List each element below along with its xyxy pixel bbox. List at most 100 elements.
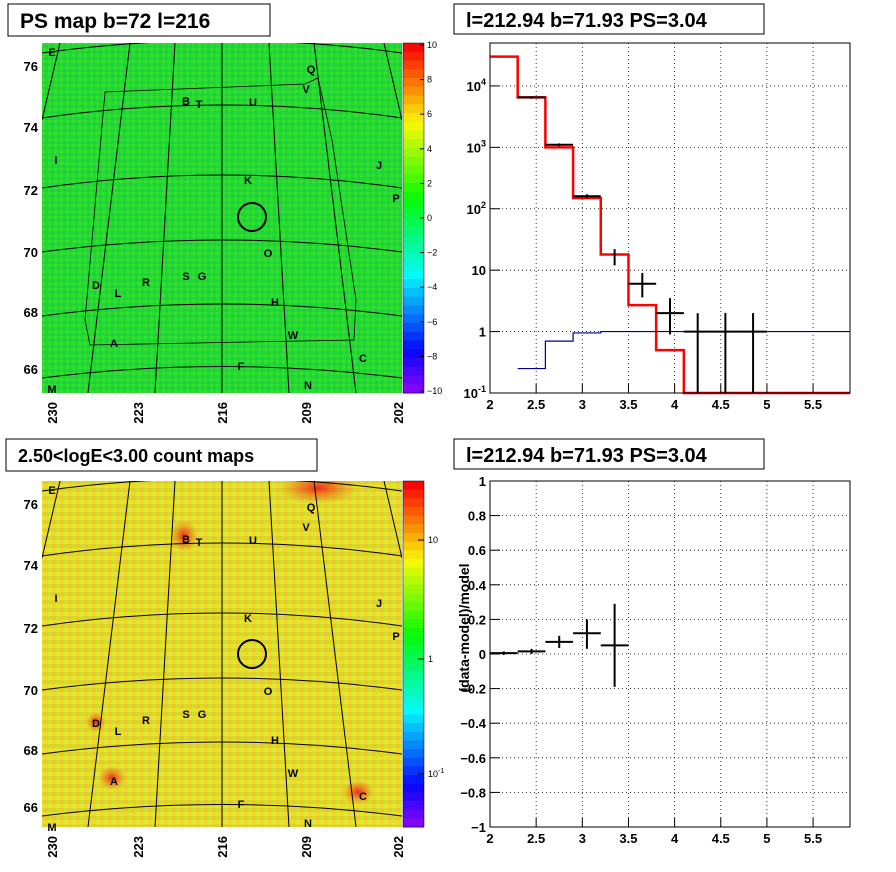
palette-cell	[403, 515, 424, 525]
palette-cell	[403, 766, 424, 776]
palette-tick: 10	[428, 535, 438, 545]
residual-x-tick: 3.5	[619, 831, 637, 846]
spectrum-data-point	[656, 298, 684, 335]
palette-cell	[403, 305, 424, 315]
palette-cell	[403, 671, 424, 681]
residual-x-tick: 3	[579, 831, 586, 846]
palette-cell	[403, 174, 424, 184]
palette-cell	[403, 261, 424, 271]
map-x-tick: 223	[131, 402, 146, 424]
ps-map-panel: E Q B T U V I J K P O D L R S G H W A C F N M 230 223 216 209 202 7…	[7, 3, 442, 424]
count-map-title-box	[5, 438, 318, 472]
source-label-f: F	[238, 799, 245, 811]
palette-cell	[403, 130, 424, 140]
source-label-j: J	[376, 160, 382, 172]
source-label-h: H	[271, 735, 279, 747]
palette-cell	[403, 113, 424, 123]
palette-tick: 2	[427, 178, 432, 188]
palette-tick: −6	[427, 317, 437, 327]
map-y-tick: 72	[24, 621, 38, 636]
source-label-s: S	[182, 271, 189, 283]
map-y-tick: 72	[24, 183, 38, 198]
source-label-m: M	[47, 822, 56, 834]
palette-cell	[403, 567, 424, 577]
residual-x-tick: 5	[763, 831, 770, 846]
residual-y-tick: −0.6	[460, 751, 486, 766]
spectrum-title-box	[453, 3, 765, 35]
residual-x-tick: 4.5	[712, 831, 730, 846]
palette-cell	[403, 792, 424, 802]
palette-cell	[403, 731, 424, 741]
spectrum-data-point	[683, 313, 712, 393]
source-label-f: F	[238, 361, 245, 373]
palette-cell	[403, 628, 424, 638]
palette-cell	[403, 279, 424, 289]
palette-cell	[403, 331, 424, 341]
spectrum-data-point	[545, 143, 574, 147]
palette-cell	[403, 714, 424, 724]
palette-cell	[403, 740, 424, 750]
palette-cell	[403, 296, 424, 306]
palette-cell	[403, 86, 424, 96]
palette-cell	[403, 340, 424, 350]
palette-tick: −2	[427, 248, 437, 258]
palette-tick: 10-1	[428, 768, 444, 779]
palette-tick: −4	[427, 282, 437, 292]
source-label-s: S	[182, 709, 189, 721]
source-label-c: C	[359, 791, 367, 803]
spectrum-series-line	[517, 330, 850, 370]
palette-cell	[403, 323, 424, 333]
palette-cell	[403, 191, 424, 201]
source-label-g: G	[198, 271, 207, 283]
spectrum-panel: 2 2.5 3 3.5 4 4.5 5 5.5 10-1 1 10 102 103 104 l=212.9…	[453, 3, 851, 412]
count-map-grid	[42, 481, 402, 827]
source-label-a: A	[110, 776, 118, 788]
source-label-m: M	[47, 384, 56, 396]
count-map-title: 2.50<logE<3.00 count maps	[18, 446, 254, 466]
map-x-tick: 202	[391, 402, 406, 424]
palette-cell	[403, 288, 424, 298]
map-y-tick: 74	[24, 558, 39, 573]
palette-tick: 8	[427, 75, 432, 85]
source-label-j: J	[376, 598, 382, 610]
palette-cell	[403, 375, 424, 385]
palette-cell	[403, 697, 424, 707]
palette-cell	[403, 809, 424, 819]
palette-cell	[403, 610, 424, 620]
ps-map-title: PS map b=72 l=216	[20, 10, 210, 33]
palette-cell	[403, 818, 424, 828]
map-y-tick: 74	[24, 120, 39, 135]
palette-cell	[403, 51, 424, 61]
spectrum-x-tick: 4	[671, 397, 679, 412]
palette-cell	[403, 384, 424, 394]
palette-cell	[403, 43, 424, 53]
palette-cell	[403, 358, 424, 368]
palette-cell	[403, 576, 424, 586]
source-label-u: U	[249, 97, 257, 109]
map-x-tick: 216	[215, 836, 230, 858]
palette-cell	[403, 200, 424, 210]
palette-cell	[403, 783, 424, 793]
palette-cell	[403, 688, 424, 698]
source-label-b: B	[182, 96, 190, 108]
source-label-n: N	[304, 818, 312, 830]
palette-cell	[403, 481, 424, 491]
palette-tick: 10	[427, 40, 437, 50]
palette-cell	[403, 235, 424, 245]
spectrum-x-tick: 2.5	[527, 397, 545, 412]
source-label-w: W	[288, 330, 299, 342]
residual-ylabel: (data-model)/model	[456, 563, 472, 692]
spectrum-data-point	[739, 313, 767, 393]
spectrum-x-tick: 5	[763, 397, 770, 412]
palette-tick: −10	[427, 386, 442, 396]
residual-panel: 2 2.5 3 3.5 4 4.5 5 5.5 1 0.8 0.6 0.4 0.2 0 −0.2 −0.4 −0…	[453, 438, 851, 846]
spectrum-data-point	[573, 194, 601, 199]
residual-x-tick: 4	[671, 831, 679, 846]
palette-cell	[403, 541, 424, 551]
palette-tick: −8	[427, 351, 437, 361]
palette-cell	[403, 775, 424, 785]
residual-y-tick: 0	[479, 647, 486, 662]
palette-cell	[403, 498, 424, 508]
source-label-v: V	[302, 522, 310, 534]
